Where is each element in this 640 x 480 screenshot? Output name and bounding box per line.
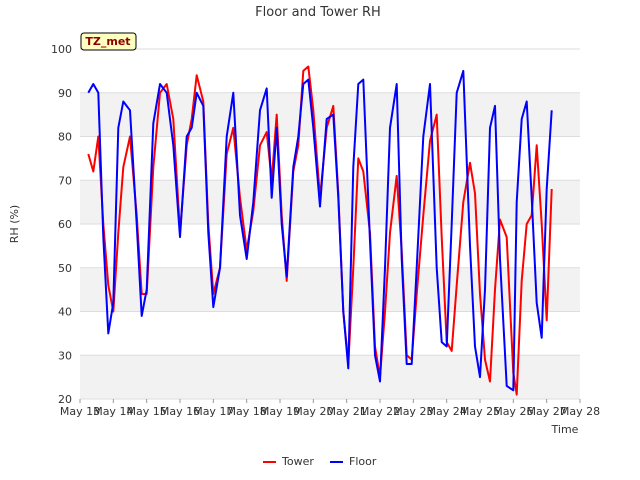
x-tick-label: May 16 [160,405,200,418]
tz-annotation: TZ_met [80,32,137,51]
legend: Tower Floor [263,455,377,468]
x-tick-label: May 27 [527,405,567,418]
y-tick-label: 60 [58,218,72,231]
grid-band [80,311,580,356]
x-tick-label: May 18 [227,405,267,418]
y-tick-label: 50 [58,262,72,275]
x-tick-label: May 13 [60,405,100,418]
legend-label-tower: Tower [281,455,314,468]
tz-annotation-box [80,32,137,51]
y-tick-label: 90 [58,87,72,100]
grid-band [80,267,580,312]
y-axis-ticks: 20 30 40 50 60 70 80 90 100 [51,43,72,406]
y-tick-label: 20 [58,393,72,406]
y-tick-label: 70 [58,174,72,187]
x-tick-label: May 28 [560,405,600,418]
x-tick-label: May 25 [460,405,500,418]
grid-band [80,355,580,399]
x-axis-label: Time [551,423,579,436]
x-tick-label: May 20 [293,405,333,418]
x-tick-label: May 23 [393,405,433,418]
series-line-floor [87,69,553,392]
x-tick-label: May 17 [193,405,233,418]
legend-label-floor: Floor [349,455,377,468]
x-tick-label: May 24 [427,405,467,418]
x-tick-label: May 15 [127,405,167,418]
x-tick-label: May 22 [360,405,400,418]
y-tick-label: 40 [58,306,72,319]
x-tick-label: May 26 [493,405,533,418]
y-tick-label: 100 [51,43,72,56]
x-tick-label: May 21 [327,405,367,418]
y-tick-label: 80 [58,131,72,144]
y-tick-label: 30 [58,349,72,362]
grid-band [80,49,580,93]
y-axis-label: RH (%) [8,205,21,243]
series-lines [87,65,553,396]
grid-band [80,180,580,224]
x-tick-label: May 19 [260,405,300,418]
chart-title: Floor and Tower RH [255,5,381,20]
grid-lines [80,48,580,400]
x-tick-label: May 14 [93,405,133,418]
tz-annotation-text: TZ_met [85,35,130,48]
